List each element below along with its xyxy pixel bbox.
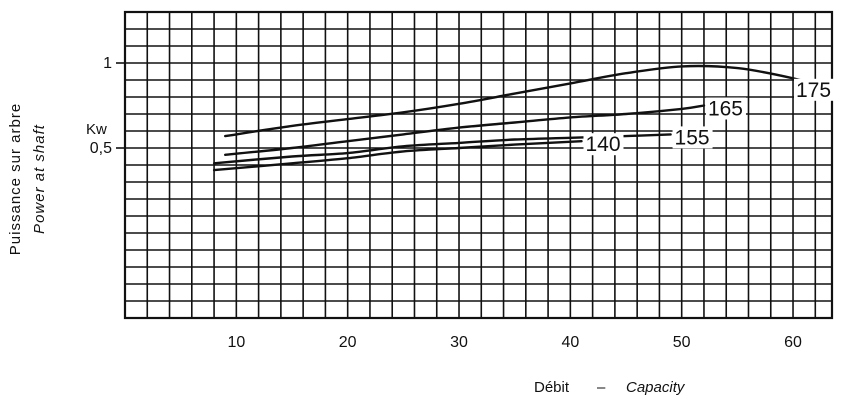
series-label-165: 165 [708,98,743,121]
plot-frame [123,10,834,320]
chart-curves [212,64,823,172]
chart-labels: 10 20 30 40 50 60 0,5 1 175 165 155 140 [90,55,834,351]
x-axis-title-sep: – [597,379,606,396]
x-tick-label: 50 [673,334,691,351]
series-line-140 [212,140,583,172]
x-tick-label: 10 [227,334,245,351]
y-axis-title-en: Power at shaft [31,124,48,234]
x-tick-label: 30 [450,334,468,351]
series-label-175: 175 [796,79,831,102]
y-tick-label: 0,5 [90,140,112,157]
x-axis-title-fr: Débit [534,379,570,396]
x-tick-label: 60 [784,334,802,351]
y-axis-title-fr: Puissance sur arbre [7,103,24,255]
series-label-bg [672,126,713,149]
chart-grid [123,10,834,320]
series-line-175 [224,64,823,138]
y-axis-unit-label: Kw [86,121,107,138]
series-label-bg [794,78,834,101]
series-label-155: 155 [675,126,710,149]
series-label-bg [583,133,624,156]
x-axis-title: Débit – Capacity [534,379,686,396]
y-tick-label: 1 [103,55,112,72]
series-label-140: 140 [585,133,620,156]
x-tick-label: 20 [339,334,357,351]
y-axis-title-en-wrap: Power at shaft [31,124,48,234]
x-tick-label: 40 [561,334,579,351]
series-line-165 [224,104,706,156]
y-axis-title: Puissance sur arbre [7,103,24,255]
x-axis-title-en: Capacity [626,379,686,396]
series-label-bg [705,97,746,120]
